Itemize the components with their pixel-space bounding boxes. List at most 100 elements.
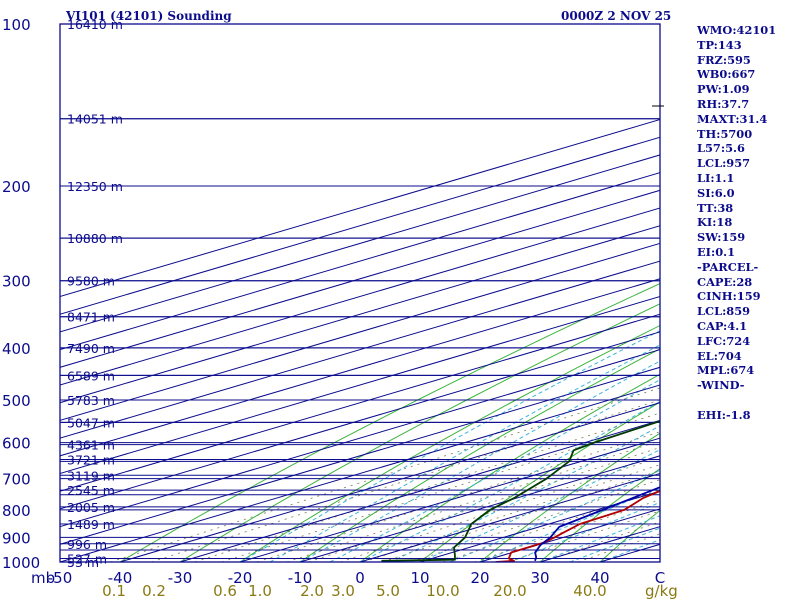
pressure-tick-label: 200: [2, 178, 31, 196]
isotherm-line: [60, 189, 660, 368]
mixing-ratio-tick-label: 5.0: [376, 582, 400, 600]
mixing-ratio-tick-label: 3.0: [331, 582, 355, 600]
mixing-ratio-line: [411, 479, 660, 562]
stability-index: [697, 393, 776, 408]
mixing-ratio-unit-label: g/kg: [645, 582, 678, 600]
mixing-ratio-line: [474, 499, 660, 562]
temperature-tick-label: -20: [228, 569, 253, 587]
isotherm-line: [239, 437, 660, 562]
stability-index: LCL:957: [697, 156, 751, 171]
stability-index: LCL:859: [697, 304, 751, 319]
dewpoint-line: [381, 420, 660, 562]
stability-index: KI:18: [697, 215, 733, 230]
stability-index: RH:37.7: [697, 96, 750, 111]
stability-index: CAPE:28: [697, 274, 753, 289]
isotherm-line: [60, 225, 660, 404]
mixing-ratio-line: [363, 464, 660, 562]
isobars: [60, 24, 660, 562]
height-level-label: 996 m: [67, 537, 107, 552]
isotherm-line: [60, 242, 660, 421]
height-level-label: 8471 m: [67, 310, 115, 325]
pressure-tick-label: 300: [2, 273, 31, 291]
height-level-label: 4361 m: [67, 438, 115, 453]
isotherm-line: [60, 384, 660, 562]
stability-index: CINH:159: [697, 289, 761, 304]
height-level-label: 7490 m: [67, 341, 115, 356]
stability-index: EHI:-1.8: [697, 407, 751, 422]
height-level-label: 3119 m: [67, 468, 115, 483]
mixing-ratio-tick-label: 1.0: [248, 582, 272, 600]
moist-adiabat: [569, 527, 660, 562]
stability-index: PW:1.09: [697, 82, 750, 97]
temperature-tick-label: -40: [108, 569, 133, 587]
height-level-label: 5783 m: [67, 393, 115, 408]
temperature-tick-label: 30: [530, 569, 549, 587]
temperature-tick-label: 40: [590, 569, 609, 587]
pressure-unit-label: mb: [31, 569, 55, 587]
isotherms: [60, 119, 660, 562]
height-level-label: 16410 m: [67, 17, 123, 32]
height-level-label: 10880 m: [67, 231, 123, 246]
moist-adiabat: [449, 469, 660, 562]
pressure-tick-label: 400: [2, 340, 31, 358]
isotherm-line: [60, 278, 660, 457]
pressure-tick-label: 500: [2, 392, 31, 410]
parcel-line: [534, 486, 660, 562]
pressure-tick-label: 100: [2, 16, 31, 34]
stability-index: TT:38: [697, 200, 734, 215]
temperature-tick-label: C: [655, 569, 665, 587]
stability-index: MAXT:31.4: [697, 111, 768, 126]
mixing-ratio-line: [382, 470, 660, 562]
height-level-label: 53 m: [67, 555, 99, 570]
pressure-tick-label: 900: [2, 529, 31, 547]
height-level-label: 527 m: [67, 552, 107, 567]
mixing-ratio-tick-label: 20.0: [493, 582, 526, 600]
isotherm-line: [60, 366, 660, 545]
mixing-ratio-tick-label: 0.1: [102, 582, 126, 600]
pressure-tick-label: 800: [2, 502, 31, 520]
stability-index: TP:143: [697, 37, 742, 52]
stability-index: L57:5.6: [697, 141, 745, 156]
isotherm-line: [60, 172, 660, 351]
isotherm-line: [299, 455, 660, 562]
isotherm-line: [60, 136, 660, 315]
pressure-tick-label: 600: [2, 435, 31, 453]
pressure-tick-label: 700: [2, 471, 31, 489]
mixing-ratio-tick-label: 40.0: [573, 582, 606, 600]
mixing-ratio-tick-label: 10.0: [426, 582, 459, 600]
temperature-tick-label: -50: [48, 569, 73, 587]
isotherm-line: [60, 260, 660, 439]
isotherm-line: [119, 402, 660, 562]
height-level-label: 1489 m: [67, 517, 115, 532]
height-level-label: 2545 m: [67, 483, 115, 498]
isotherm-line: [179, 419, 660, 562]
stability-index: WMO:42101: [697, 23, 777, 37]
sounding-profiles: [381, 420, 660, 562]
height-level-label: 9580 m: [67, 274, 115, 289]
stability-index: MPL:674: [697, 363, 755, 378]
height-level-label: 5047 m: [67, 415, 115, 430]
temperature-line: [495, 490, 660, 562]
stability-index: SW:159: [697, 230, 746, 245]
temperature-tick-label: -30: [168, 569, 193, 587]
sounding-time: 0000Z 2 NOV 25: [561, 9, 672, 23]
stability-index: WB0:667: [697, 67, 756, 82]
stability-index: TH:5700: [697, 126, 753, 141]
isotherm-line: [60, 295, 660, 475]
temperature-tick-label: 10: [410, 569, 429, 587]
height-level-label: 6589 m: [67, 368, 115, 383]
isotherm-line: [60, 313, 660, 492]
isotherm-line: [60, 207, 660, 386]
pressure-tick-label: 1000: [2, 554, 40, 572]
mixing-ratio-tick-label: 0.2: [142, 582, 166, 600]
mixing-ratio-tick-label: 0.6: [213, 582, 237, 600]
isotherm-line: [60, 331, 660, 510]
height-level-label: 14051 m: [67, 112, 123, 127]
mixing-ratio-tick-label: 2.0: [300, 582, 324, 600]
temperature-tick-label: -10: [288, 569, 313, 587]
stability-index: EL:704: [697, 348, 742, 363]
isotherm-line: [60, 349, 660, 528]
